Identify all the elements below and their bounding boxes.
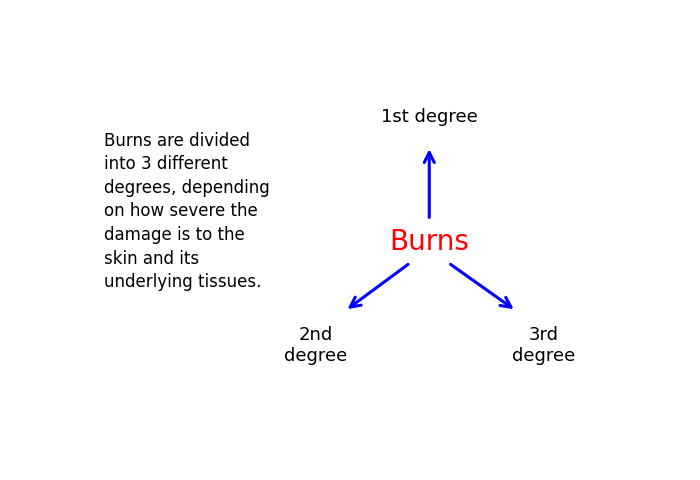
Text: 3rd
degree: 3rd degree <box>512 326 575 365</box>
Text: 2nd
degree: 2nd degree <box>284 326 347 365</box>
Text: Burns are divided
into 3 different
degrees, depending
on how severe the
damage i: Burns are divided into 3 different degre… <box>104 132 270 291</box>
Text: 1st degree: 1st degree <box>381 108 477 126</box>
Text: Burns: Burns <box>389 228 469 256</box>
